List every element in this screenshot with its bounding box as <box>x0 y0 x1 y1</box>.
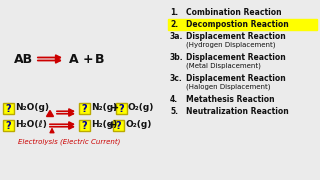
Polygon shape <box>46 111 53 116</box>
Text: Displacement Reaction: Displacement Reaction <box>186 53 286 62</box>
Text: 3a.: 3a. <box>170 32 183 41</box>
Bar <box>3 120 13 131</box>
Text: (Hydrogen Displacement): (Hydrogen Displacement) <box>186 41 276 48</box>
Text: O₂(g): O₂(g) <box>125 120 151 129</box>
Text: ?: ? <box>115 121 121 131</box>
Text: +: + <box>108 120 116 130</box>
Text: Decompostion Reaction: Decompostion Reaction <box>186 20 289 29</box>
Text: 3c.: 3c. <box>170 74 183 83</box>
Text: A: A <box>69 53 79 66</box>
Bar <box>113 120 124 131</box>
Text: Displacement Reaction: Displacement Reaction <box>186 32 286 41</box>
Text: +: + <box>111 103 119 113</box>
Text: ?: ? <box>5 104 11 114</box>
Text: 3b.: 3b. <box>170 53 184 62</box>
Text: Combination Reaction: Combination Reaction <box>186 8 282 17</box>
Text: Metathesis Reaction: Metathesis Reaction <box>186 95 275 104</box>
Text: B: B <box>95 53 105 66</box>
Bar <box>78 103 90 114</box>
Text: (Halogen Displacement): (Halogen Displacement) <box>186 83 270 89</box>
Text: N₂(g): N₂(g) <box>91 103 117 112</box>
Bar <box>3 103 13 114</box>
Text: ?: ? <box>81 121 87 131</box>
Bar <box>78 120 90 131</box>
Text: Neutralization Reaction: Neutralization Reaction <box>186 107 289 116</box>
Text: ?: ? <box>118 104 124 114</box>
Text: ?: ? <box>81 104 87 114</box>
Text: Electrolysis (Electric Current): Electrolysis (Electric Current) <box>18 138 120 145</box>
Text: (Metal Displacement): (Metal Displacement) <box>186 62 261 69</box>
Text: Displacement Reaction: Displacement Reaction <box>186 74 286 83</box>
Text: 5.: 5. <box>170 107 178 116</box>
Text: ?: ? <box>5 121 11 131</box>
Text: AB: AB <box>14 53 33 66</box>
Text: H₂O(ℓ): H₂O(ℓ) <box>15 120 47 129</box>
Text: O₂(g): O₂(g) <box>128 103 154 112</box>
Bar <box>168 19 317 30</box>
Text: N₂O(g): N₂O(g) <box>15 103 49 112</box>
Text: +: + <box>83 53 94 66</box>
Bar <box>116 103 126 114</box>
Text: 1.: 1. <box>170 8 178 17</box>
Text: 2.: 2. <box>170 20 178 29</box>
Text: 4.: 4. <box>170 95 178 104</box>
Text: H₂(g): H₂(g) <box>91 120 117 129</box>
